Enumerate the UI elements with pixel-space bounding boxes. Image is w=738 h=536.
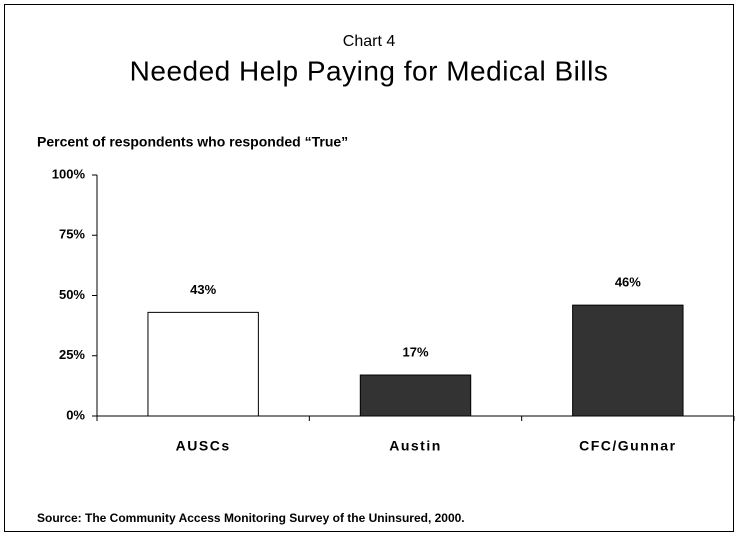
x-tick-label: AUSCs: [176, 438, 231, 454]
y-tick-label: 0%: [66, 407, 85, 422]
frame: [4, 4, 734, 532]
bar: [147, 311, 259, 417]
chart-title: Chart 4: [343, 33, 396, 50]
data-label: 46%: [615, 275, 641, 290]
source-note: Source: The Community Access Monitoring …: [37, 511, 465, 525]
bar: [359, 374, 472, 417]
y-tick-label: 100%: [52, 166, 86, 181]
x-tick-label: Austin: [389, 438, 442, 454]
y-axis-label: Percent of respondents who responded “Tr…: [37, 134, 348, 150]
data-label: 43%: [190, 282, 216, 297]
chart-subtitle: Needed Help Paying for Medical Bills: [130, 55, 609, 86]
y-tick-label: 75%: [59, 227, 85, 242]
y-tick-label: 50%: [59, 287, 85, 302]
x-tick-label: CFC/Gunnar: [579, 438, 676, 454]
data-label: 17%: [402, 344, 428, 359]
bar: [572, 304, 684, 417]
y-tick-label: 25%: [59, 347, 85, 362]
